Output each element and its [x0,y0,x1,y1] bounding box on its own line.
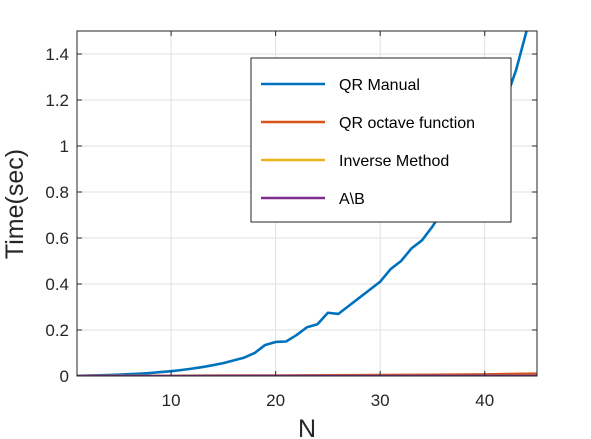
plot-frame [76,30,538,377]
legend-box [250,57,512,223]
x-tick-label: 30 [371,391,390,410]
y-axis-title: Time(sec) [1,149,29,259]
y-tick-label: 0 [60,367,69,386]
y-tick-label: 0.8 [45,183,69,202]
y-tick-label: 1.4 [45,45,69,64]
y-tick-label: 1.2 [45,91,69,110]
legend: QR Manual QR octave function Inverse Metho… [250,57,512,223]
x-tick-label: 10 [162,391,181,410]
y-tick-label: 1 [60,137,69,156]
x-tick-label: 20 [266,391,285,410]
legend-label-qr-manual: QR Manual [339,77,420,94]
tick-marks [77,31,537,377]
tick-labels: 10 20 30 40 0 0.2 0.4 0.6 0.8 1 1.2 1.4 [45,45,494,410]
x-axis-title: N [298,415,316,439]
y-tick-label: 0.4 [45,275,69,294]
legend-label-inverse-method: Inverse Method [339,153,449,170]
x-tick-label: 40 [475,391,494,410]
legend-label-qr-octave-function: QR octave function [339,115,475,132]
y-tick-label: 0.6 [45,229,69,248]
y-tick-label: 0.2 [45,321,69,340]
legend-label-a-b: A\B [339,191,365,208]
